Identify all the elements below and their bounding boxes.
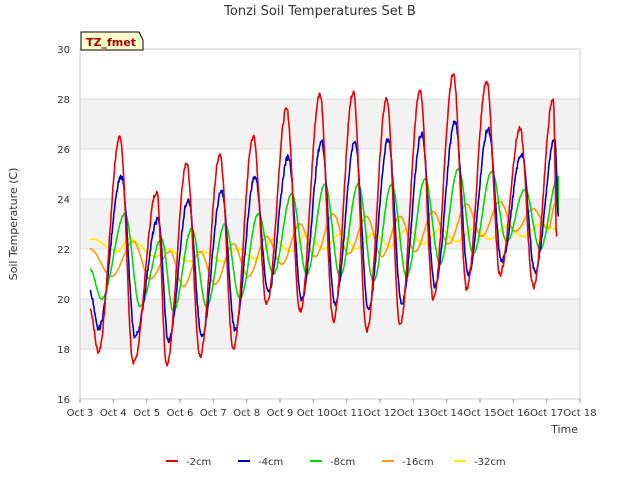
legend-label: -4cm <box>258 457 283 468</box>
y-tick-label: 20 <box>57 295 70 306</box>
x-tick-label: Oct 4 <box>100 408 127 419</box>
x-tick-label: Oct 16 <box>497 408 530 419</box>
legend: -2cm -4cm -8cm -16cm -32cm <box>166 457 506 468</box>
legend-label: -32cm <box>474 457 506 468</box>
annotation-box <box>80 31 144 51</box>
legend-label: -2cm <box>186 457 211 468</box>
y-tick-label: 30 <box>57 45 70 56</box>
series-line-minus-16cm <box>89 200 556 288</box>
x-axis-label: Time <box>550 423 578 436</box>
site-annotation: TZ_fmet <box>80 31 144 51</box>
series-line-minus-2cm <box>89 73 558 367</box>
x-tick-label: Oct 14 <box>430 408 463 419</box>
y-tick-label: 26 <box>57 145 70 156</box>
grid-band <box>80 299 580 349</box>
x-tick-label: Oct 11 <box>330 408 363 419</box>
x-tick-label: Oct 15 <box>463 408 496 419</box>
x-tick-label: Oct 5 <box>133 408 160 419</box>
legend-label: -8cm <box>330 457 355 468</box>
x-tick-label: Oct 9 <box>267 408 294 419</box>
y-axis-label: Soil Temperature (C) <box>7 168 20 281</box>
y-tick-label: 24 <box>57 195 70 206</box>
y-tick-label: 16 <box>57 395 70 406</box>
y-tick-label: 28 <box>57 95 70 106</box>
x-tick-label: Oct 12 <box>363 408 396 419</box>
y-tick-label: 22 <box>57 245 70 256</box>
legend-label: -16cm <box>402 457 434 468</box>
x-axis-ticks: Oct 3 Oct 4 Oct 5 Oct 6 Oct 7 Oct 8 Oct 9 Oct 1… <box>67 399 597 419</box>
x-tick-label: Oct 10 <box>297 408 330 419</box>
series-layer <box>89 73 560 367</box>
chart-title: Tonzi Soil Temperatures Set B <box>223 4 416 19</box>
x-tick-label: Oct 8 <box>233 408 260 419</box>
plot-frame <box>79 48 581 400</box>
x-tick-label: Oct 6 <box>167 408 194 419</box>
x-tick-label: Oct 13 <box>397 408 430 419</box>
x-tick-label: Oct 3 <box>67 408 94 419</box>
x-tick-label: Oct 7 <box>200 408 227 419</box>
x-tick-label: Oct 17 <box>530 408 563 419</box>
annotation-label: TZ_fmet <box>86 36 136 49</box>
x-tick-label: Oct 18 <box>563 408 596 419</box>
y-axis-ticks: 16 18 20 22 24 26 28 30 <box>57 45 70 406</box>
y-tick-label: 18 <box>57 345 70 356</box>
series-line-minus-32cm <box>89 222 557 263</box>
grid-band <box>80 99 580 149</box>
